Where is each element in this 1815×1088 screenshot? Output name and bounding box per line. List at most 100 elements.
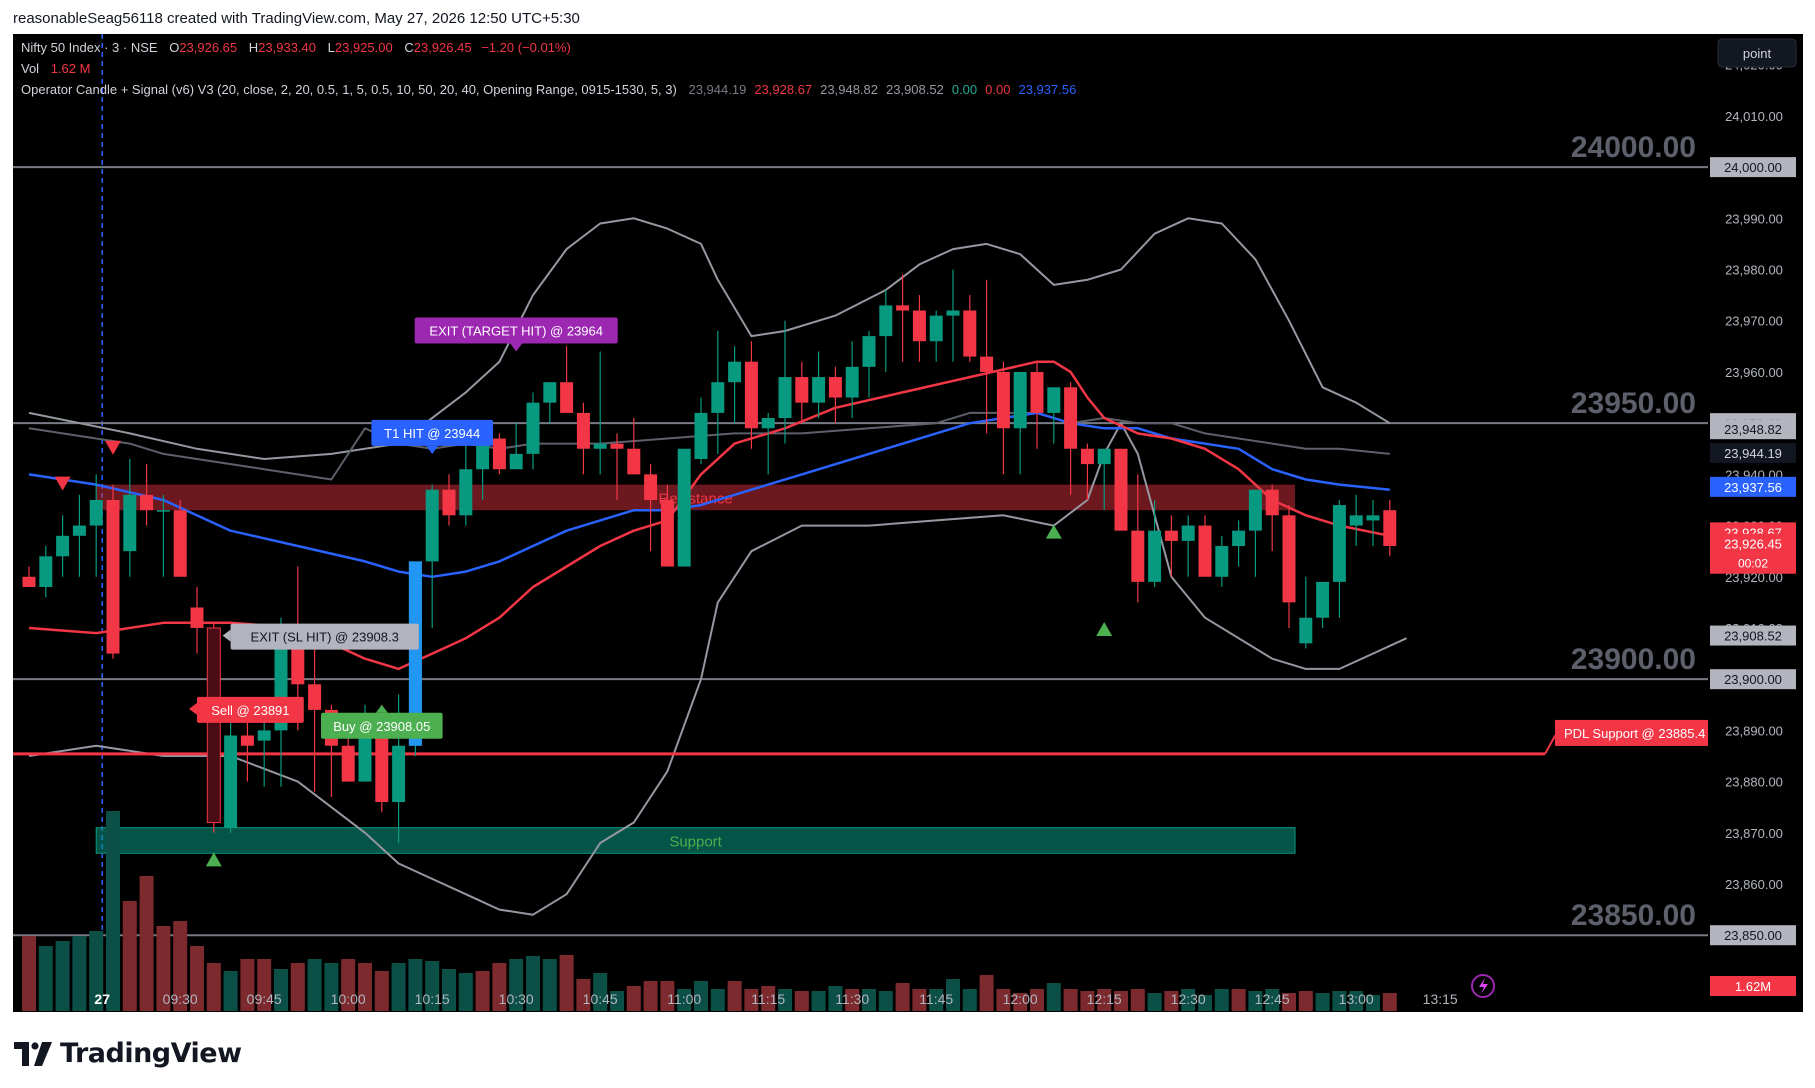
time-tick-label: 27 <box>94 991 110 1007</box>
time-tick-label: 10:30 <box>499 991 534 1007</box>
volume-bar <box>106 811 120 1011</box>
candle-body <box>526 402 540 454</box>
bollinger-lower-line <box>28 422 1408 916</box>
candle-body <box>896 305 910 311</box>
trade-label-pointer <box>189 702 197 715</box>
volume-bar <box>979 975 994 1011</box>
volume-bar <box>1265 989 1280 1011</box>
candle-body <box>711 382 725 413</box>
candle-body <box>392 745 406 803</box>
indicator-lines: PDL Support @ 23885.4 <box>13 217 1708 916</box>
volume-bar <box>458 973 473 1011</box>
candle-body <box>308 684 322 710</box>
pdl-support-label: PDL Support @ 23885.4 <box>1564 726 1705 741</box>
candle-body <box>425 489 439 562</box>
volume-bar <box>626 986 641 1011</box>
candle-body <box>140 494 154 511</box>
price-tick-label: 23,960.00 <box>1725 365 1783 380</box>
chart-area[interactable]: 24000.00 23950.00 23900.00 23850.00 Resista… <box>13 34 1803 1012</box>
round-level-tag <box>1710 669 1796 690</box>
round-level-tag <box>1710 157 1796 178</box>
ema-red-line <box>28 360 1391 671</box>
time-tick-label: 13:15 <box>1423 991 1458 1007</box>
price-tag <box>1710 442 1796 463</box>
buy-signal-arrow <box>1045 524 1062 539</box>
price-tick-label: 23,970.00 <box>1725 314 1783 329</box>
candle-body <box>610 443 624 449</box>
time-tick-label: 11:00 <box>667 991 701 1007</box>
scale-mode-label: point <box>1743 46 1772 61</box>
price-tag <box>1710 625 1796 646</box>
candle-body <box>963 310 977 357</box>
price-tag <box>1710 419 1796 440</box>
legend-indicator-value: 23,944.19 <box>688 82 746 97</box>
candlestick-chart[interactable]: 24000.00 23950.00 23900.00 23850.00 Resista… <box>13 34 1803 1012</box>
volume-bar <box>358 963 372 1011</box>
time-tick-label: 12:45 <box>1255 991 1290 1007</box>
candle-body <box>1265 489 1279 516</box>
legend-change: −1.20 (−0.01%) <box>481 40 571 55</box>
trade-label-text: EXIT (SL HIT) @ 23908.3 <box>251 630 399 645</box>
volume-bar <box>778 989 792 1011</box>
volume-bar <box>391 963 406 1011</box>
price-tick-label: 23,870.00 <box>1725 826 1783 841</box>
candle-body <box>1198 525 1212 577</box>
volume-bar <box>677 989 692 1011</box>
time-tick-label: 09:30 <box>163 991 198 1007</box>
alert-icon[interactable] <box>1471 974 1495 998</box>
candle-body <box>1366 515 1380 521</box>
candle-body <box>980 356 994 372</box>
vwap-line <box>28 411 1390 481</box>
price-tag-label: 23,944.19 <box>1724 446 1782 461</box>
round-level-tag-label: 23,900.00 <box>1724 672 1782 687</box>
time-tick-label: 10:45 <box>583 991 618 1007</box>
candle-body <box>476 438 490 470</box>
volume-bar <box>761 986 776 1011</box>
candle-body <box>593 443 607 449</box>
candle-body <box>509 453 523 470</box>
trade-label-exit <box>414 317 618 344</box>
volume-bar <box>1013 993 1028 1011</box>
trade-label-t1 <box>371 419 493 446</box>
legend-close-label: C <box>404 40 413 55</box>
trade-label-buy <box>321 712 443 739</box>
volume-bar <box>526 956 540 1011</box>
volume-bar <box>89 931 104 1011</box>
legend-indicator-value: 23,908.52 <box>886 82 944 97</box>
legend-indicator-value: 23,928.67 <box>754 82 812 97</box>
legend: Nifty 50 Index · 3 · NSE O23,926.65 H23,… <box>21 40 1076 97</box>
volume-bar <box>845 989 860 1011</box>
volume-bar <box>240 959 255 1011</box>
trade-label-pointer <box>426 445 439 454</box>
round-level-label: 23950.00 <box>1571 387 1696 420</box>
candle-body <box>291 648 305 685</box>
candle-body <box>1282 515 1296 603</box>
candle-body <box>240 735 254 746</box>
volume-bar <box>862 989 876 1011</box>
candle-body <box>442 489 456 516</box>
bollinger-upper-line <box>28 217 1391 460</box>
volume-bar <box>1298 991 1313 1011</box>
candle-body <box>812 377 826 403</box>
volume-bars <box>22 811 1397 1011</box>
volume-bar <box>576 979 591 1011</box>
volume-bar <box>1315 993 1330 1011</box>
candle-body <box>123 494 137 552</box>
volume-bar <box>38 946 53 1011</box>
candle-body <box>156 510 170 512</box>
volume-bar <box>929 989 944 1011</box>
trade-label-pointer <box>510 343 523 352</box>
candle-body <box>1097 448 1111 465</box>
volume-bar <box>710 989 725 1011</box>
candle-body <box>946 310 960 316</box>
volume-bar <box>1147 993 1162 1011</box>
tradingview-logo-icon <box>14 1041 52 1066</box>
candle-body <box>1349 515 1363 526</box>
volume-bar <box>811 991 826 1011</box>
operator-candle <box>206 627 221 824</box>
buy-signal-arrow <box>205 852 222 867</box>
volume-bar <box>727 981 742 1011</box>
trade-label-text: EXIT (TARGET HIT) @ 23964 <box>429 323 603 338</box>
scale-mode-button[interactable]: point <box>1717 38 1797 68</box>
legend-indicator-value: 0.00 <box>985 82 1010 97</box>
